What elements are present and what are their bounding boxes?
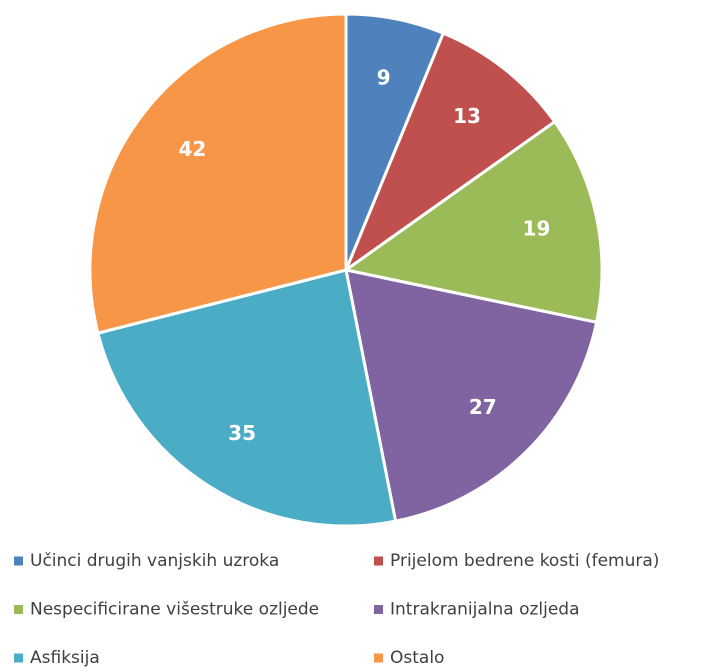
legend-label: Asfiksija — [30, 648, 100, 668]
legend-label: Prijelom bedrene kosti (femura) — [390, 551, 659, 571]
legend-swatch — [374, 556, 383, 566]
pie-slice — [344, 268, 599, 523]
legend-swatch — [14, 605, 23, 614]
data-label: 19 — [523, 217, 551, 241]
legend-swatch — [374, 653, 383, 663]
legend-label: Intrakranijalna ozljeda — [390, 600, 580, 620]
data-label: 9 — [377, 66, 391, 90]
legend-swatch — [14, 556, 23, 566]
legend-swatch — [14, 653, 23, 663]
data-label: 42 — [178, 137, 206, 161]
data-label: 27 — [469, 395, 497, 419]
legend-label: Učinci drugih vanjskih uzroka — [30, 551, 279, 571]
legend-label: Ostalo — [390, 648, 444, 668]
pie-slice — [342, 31, 557, 275]
pie-slice — [96, 268, 398, 528]
pie-slice — [88, 12, 348, 335]
data-label: 35 — [228, 421, 256, 445]
data-label: 13 — [453, 104, 481, 128]
pie-slice — [342, 119, 604, 325]
legend-swatch — [374, 605, 383, 614]
legend-label: Nespecificirane višestruke ozljede — [30, 600, 319, 620]
